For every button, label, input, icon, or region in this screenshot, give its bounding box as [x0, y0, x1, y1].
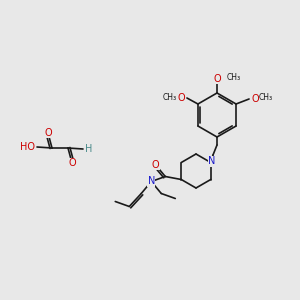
Text: O: O: [213, 74, 221, 84]
Text: H: H: [85, 144, 92, 154]
Text: N: N: [148, 176, 155, 187]
Text: O: O: [177, 93, 185, 103]
Text: HO: HO: [20, 142, 35, 152]
Text: O: O: [251, 94, 259, 104]
Text: O: O: [44, 128, 52, 138]
Text: O: O: [68, 158, 76, 168]
Text: CH₃: CH₃: [227, 74, 241, 82]
Text: CH₃: CH₃: [259, 94, 273, 103]
Text: CH₃: CH₃: [163, 92, 177, 101]
Text: O: O: [152, 160, 159, 170]
Text: N: N: [208, 157, 215, 166]
